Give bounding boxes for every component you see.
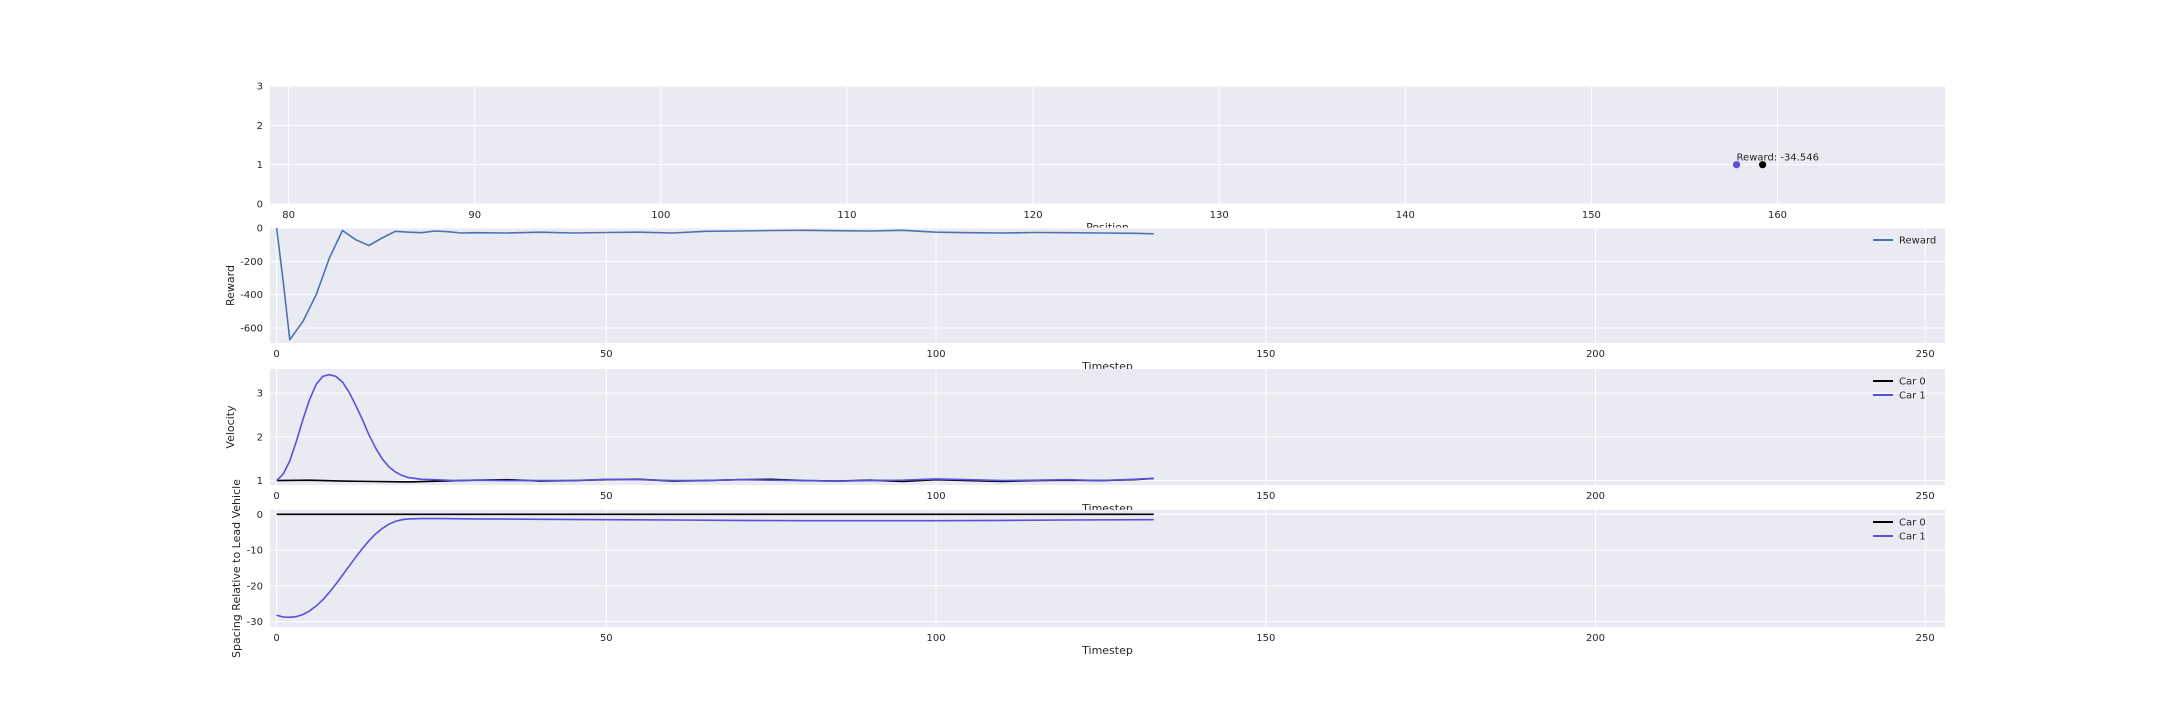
x-tick-label: 100 [926,491,945,502]
x-tick-label: 130 [1210,210,1229,221]
x-tick-label: 200 [1586,349,1605,360]
x-tick-label: 250 [1916,349,1935,360]
x-tick-label: 150 [1256,349,1275,360]
x-tick-label: 150 [1256,491,1275,502]
y-tick-label: -200 [240,257,263,268]
x-tick-label: 200 [1586,491,1605,502]
y-tick-label: 2 [257,432,263,443]
x-tick-label: 140 [1396,210,1415,221]
x-tick-label: 0 [273,491,279,502]
x-tick-label: 100 [926,633,945,644]
plot-area [270,369,1945,485]
y-axis-label: Velocity [224,405,237,449]
y-tick-label: -10 [247,546,263,557]
legend-label: Reward [1899,236,1936,247]
y-tick-label: 0 [257,224,263,235]
spacing-panel: 0 50 100 150 200 250-30-20-100TimestepSpacing… [230,479,1945,658]
plot-area [270,86,1945,204]
x-tick-label: 100 [651,210,670,221]
y-tick-label: 2 [257,121,263,132]
y-tick-label: 1 [257,476,263,487]
x-tick-label: 50 [600,349,613,360]
y-axis-label: Reward [224,265,237,306]
x-tick-label: 110 [837,210,856,221]
plot-area [270,228,1945,343]
x-tick-label: 50 [600,633,613,644]
legend-label: Car 1 [1899,532,1926,543]
car-position-point [1732,161,1741,169]
x-tick-label: 100 [926,349,945,360]
x-tick-label: 150 [1256,633,1275,644]
y-tick-label: 1 [257,160,263,171]
legend-label: Car 0 [1899,518,1926,529]
x-tick-label: 200 [1586,633,1605,644]
y-tick-label: -600 [240,324,263,335]
position-panel: 80901001101201301401501600123PositionRew… [257,82,1945,234]
series-line-car-1 [276,517,1154,619]
x-tick-label: 80 [282,210,295,221]
reward-annotation: Reward: -34.546 [1737,153,1819,164]
legend-label: Car 1 [1899,391,1926,402]
y-axis-label: Spacing Relative to Lead Vehicle [230,479,243,658]
y-tick-label: 0 [257,510,263,521]
x-axis-label: Timestep [1081,644,1133,657]
x-tick-label: 90 [468,210,481,221]
reward-panel: 0 50 100 150 200 250-600-400-2000TimestepRewa… [224,224,1945,373]
y-tick-label: 0 [257,200,263,211]
x-tick-label: 0 [273,349,279,360]
x-tick-label: 160 [1768,210,1787,221]
x-tick-label: 0 [273,633,279,644]
y-tick-label: 3 [257,389,263,400]
series-line-reward [275,227,1154,341]
y-tick-label: -30 [247,617,263,628]
series-line-car-1 [276,373,1154,482]
x-tick-label: 250 [1916,633,1935,644]
x-tick-label: 250 [1916,491,1935,502]
y-tick-label: -20 [247,581,263,592]
legend-label: Car 0 [1899,377,1926,388]
y-tick-label: 3 [257,82,263,93]
y-tick-label: -400 [240,290,263,301]
x-tick-label: 50 [600,491,613,502]
plot-area [270,510,1945,627]
x-tick-label: 120 [1024,210,1043,221]
car-position-point [1759,161,1767,169]
x-tick-label: 150 [1582,210,1601,221]
